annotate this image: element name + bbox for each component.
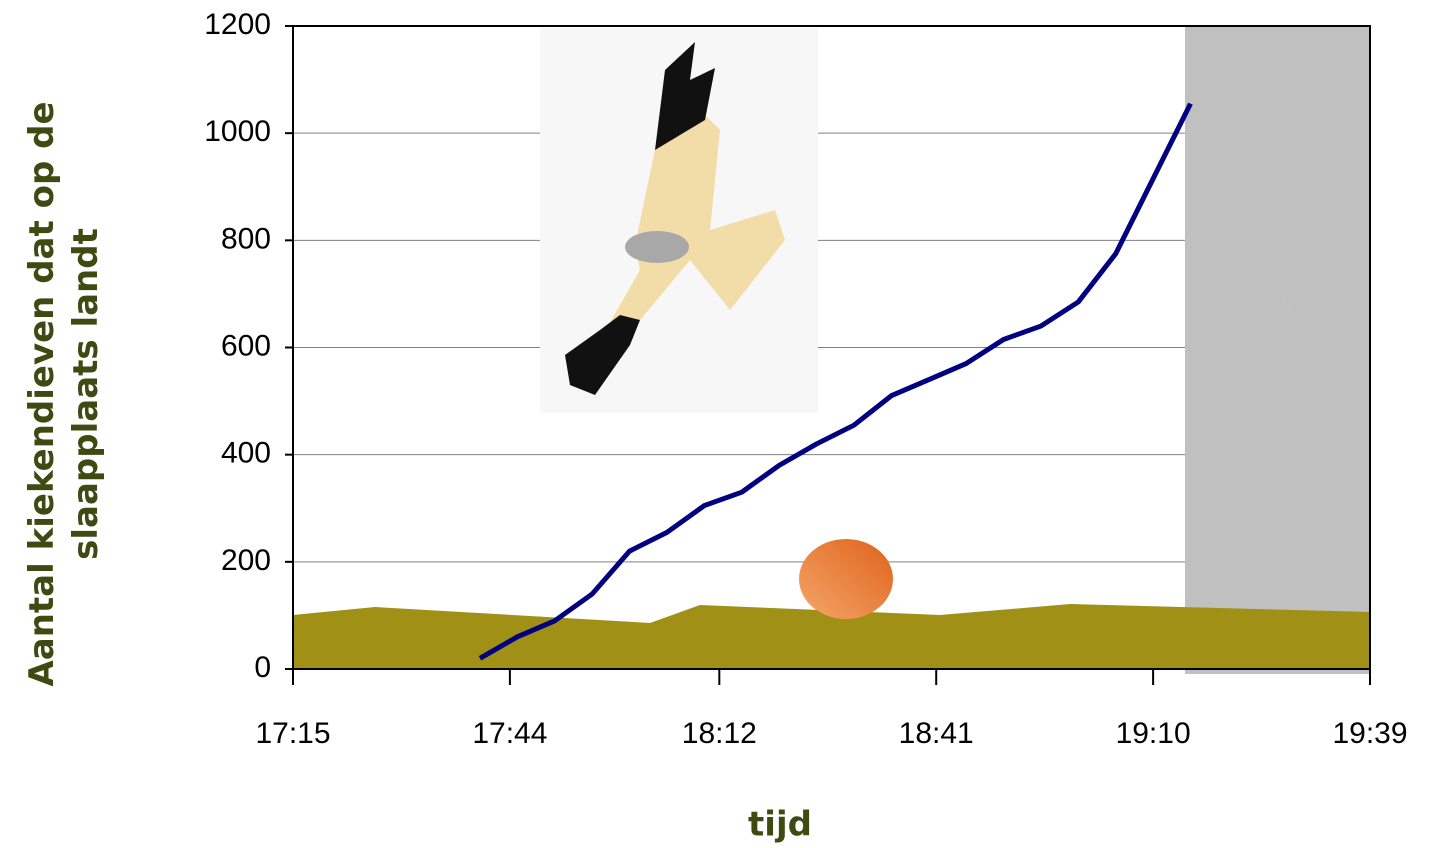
y-tick-label: 400: [221, 437, 271, 470]
night-shade: [1185, 26, 1370, 674]
y-tick-label: 800: [221, 222, 271, 255]
sun: [799, 539, 893, 619]
x-tick-label: 17:15: [255, 717, 330, 750]
y-tick-label: 200: [221, 544, 271, 577]
y-tick-label: 0: [254, 651, 271, 684]
x-tick-label: 19:39: [1332, 717, 1407, 750]
hill: [293, 604, 1370, 669]
y-axis-title: Aantal kiekendieven dat op de slaapplaat…: [22, 101, 106, 687]
y-tick-label: 1000: [204, 115, 271, 148]
x-tick-label: 17:44: [472, 717, 547, 750]
line-series: [478, 102, 1193, 661]
bird-image: [540, 28, 818, 413]
y-tick-label: 1200: [204, 8, 271, 41]
x-tick-label: 18:12: [682, 717, 757, 750]
x-tick-label: 19:10: [1116, 717, 1191, 750]
y-tick-label: 600: [221, 329, 271, 362]
x-axis-title: tijd: [748, 805, 812, 845]
x-tick-label: 18:41: [899, 717, 974, 750]
